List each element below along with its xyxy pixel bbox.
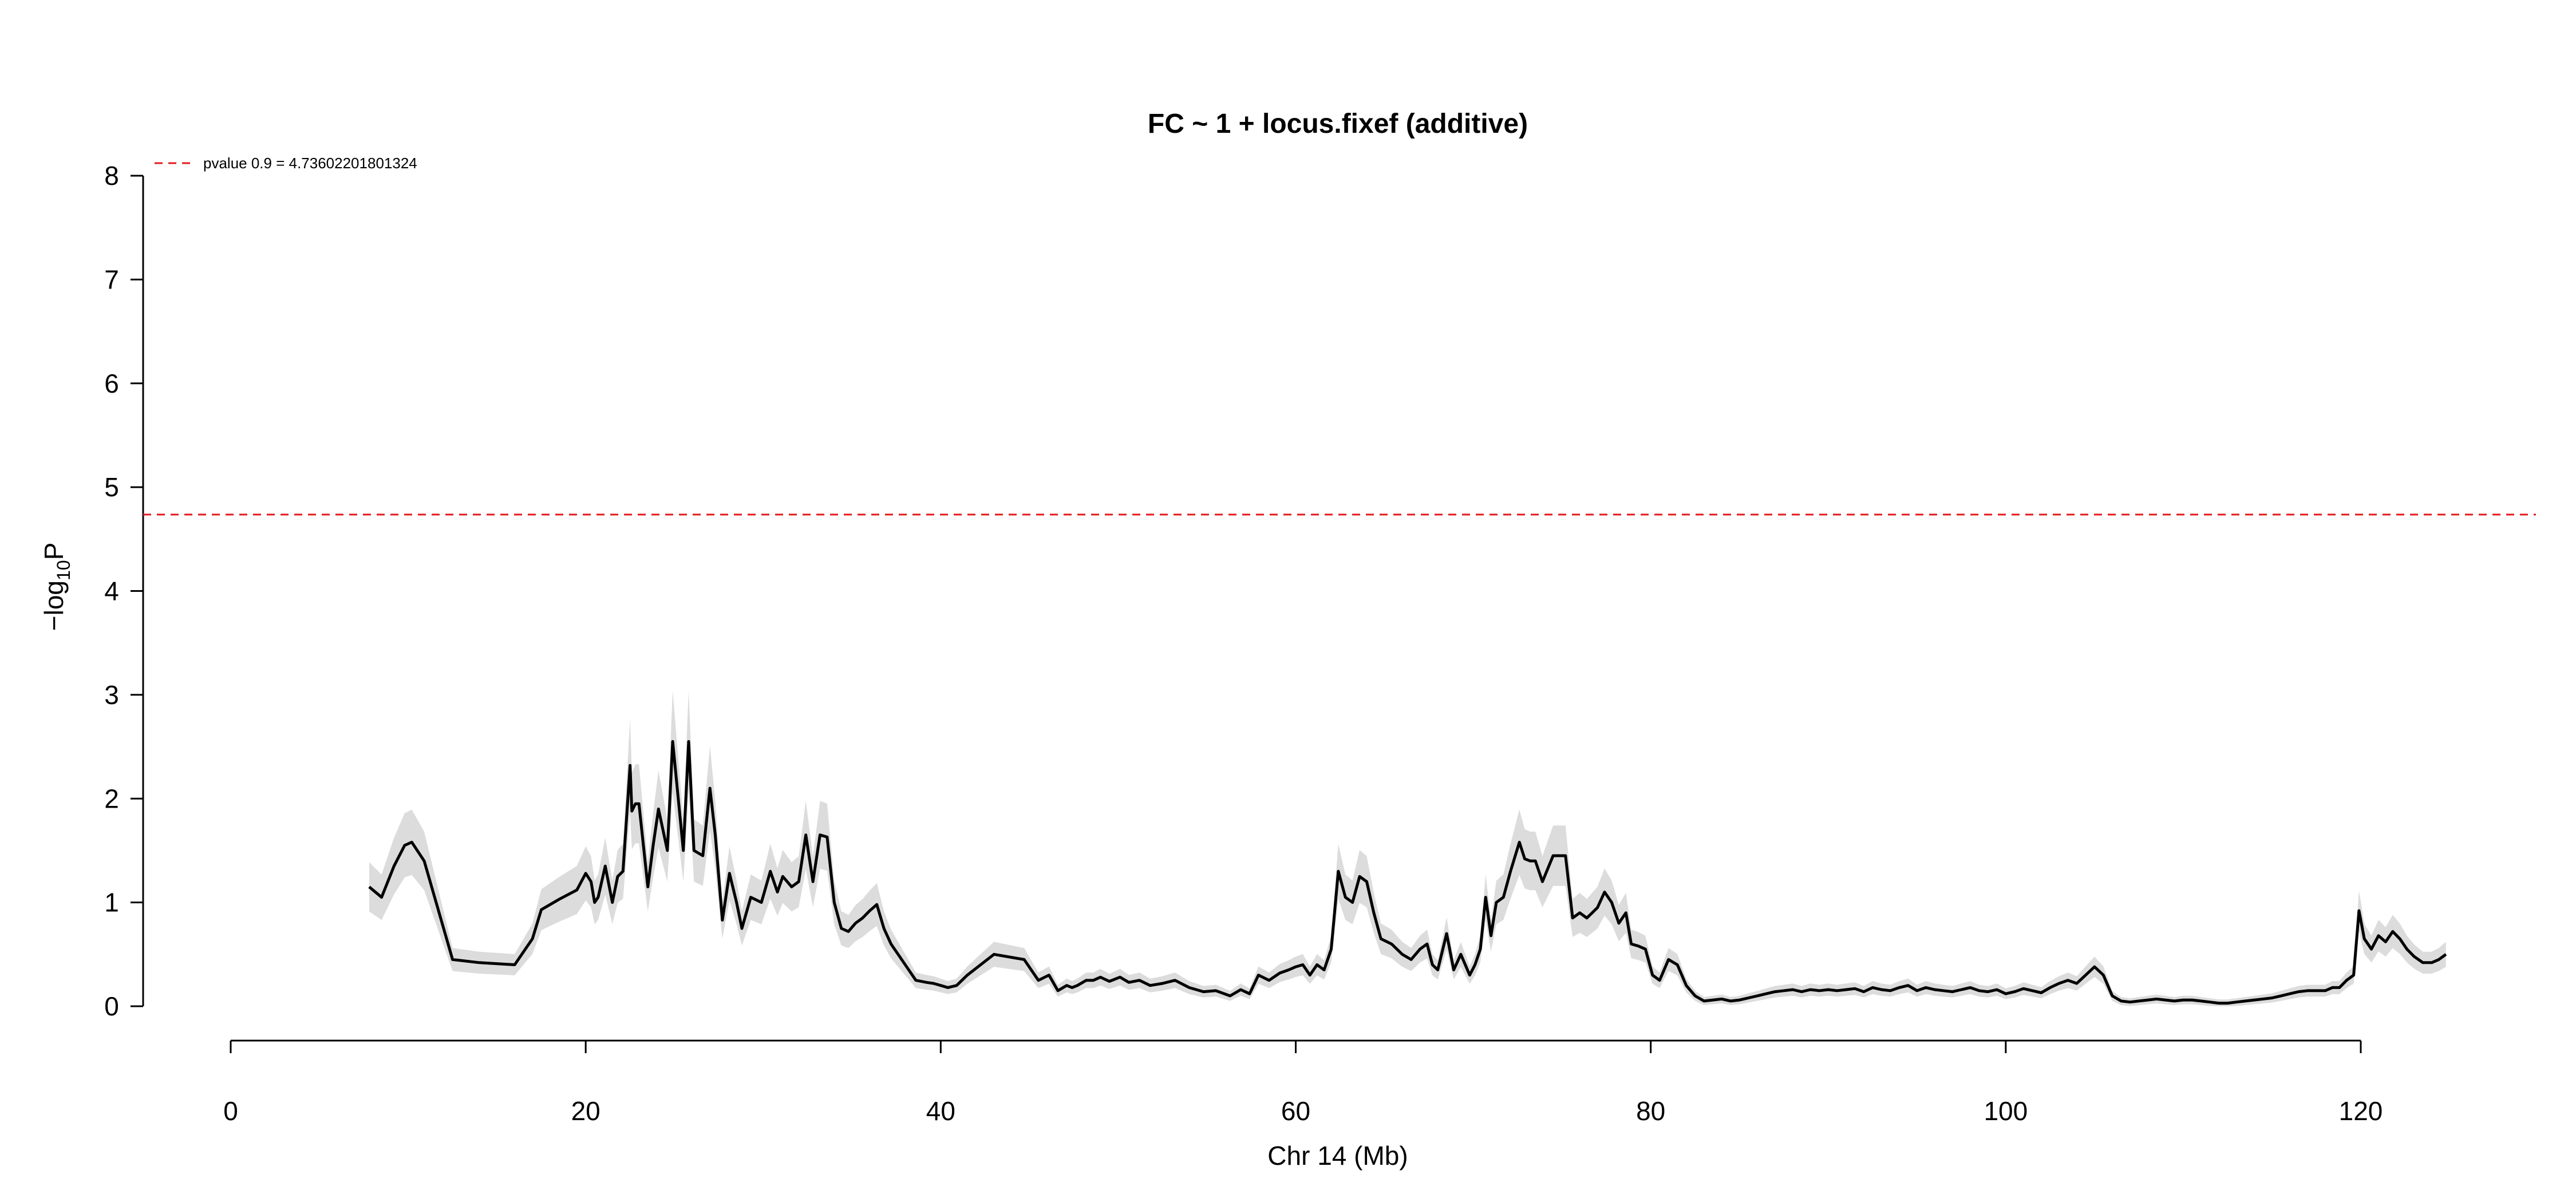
y-tick-label: 5 — [104, 472, 119, 502]
confidence-band — [369, 690, 2446, 1006]
y-tick-label: 3 — [104, 680, 119, 710]
plot-area — [143, 513, 2536, 1006]
y-axis-label-base: −log — [39, 580, 69, 631]
y-axis-label-subscript: 10 — [53, 560, 74, 580]
y-tick-label: 7 — [104, 264, 119, 294]
x-tick-label: 20 — [571, 1096, 600, 1126]
y-tick-label: 0 — [104, 991, 119, 1021]
x-axis-label: Chr 14 (Mb) — [1267, 1141, 1408, 1171]
y-tick-label: 6 — [104, 369, 119, 398]
y-tick-label: 1 — [104, 888, 119, 918]
x-tick-label: 100 — [1984, 1096, 2028, 1126]
legend-threshold-label: pvalue 0.9 = 4.73602201801324 — [203, 155, 417, 172]
x-tick-label: 80 — [1636, 1096, 1665, 1126]
x-axis: 0 20 40 60 80 100 120 — [223, 1039, 2383, 1126]
x-tick-label: 0 — [223, 1096, 238, 1126]
y-tick-label: 2 — [104, 784, 119, 813]
lod-series-line — [368, 740, 2447, 1005]
y-axis-label: −log10P — [39, 543, 74, 631]
y-tick-label: 8 — [104, 161, 119, 191]
y-axis: 0 1 2 3 4 5 6 7 8 — [104, 161, 144, 1021]
x-tick-label: 120 — [2339, 1096, 2383, 1126]
x-tick-label: 40 — [926, 1096, 955, 1126]
y-tick-label: 4 — [104, 576, 119, 606]
threshold-legend: pvalue 0.9 = 4.73602201801324 — [155, 155, 417, 172]
y-axis-label-suffix: P — [39, 543, 69, 560]
x-tick-label: 60 — [1281, 1096, 1310, 1126]
chart-title: FC ~ 1 + locus.fixef (additive) — [1148, 109, 1528, 139]
